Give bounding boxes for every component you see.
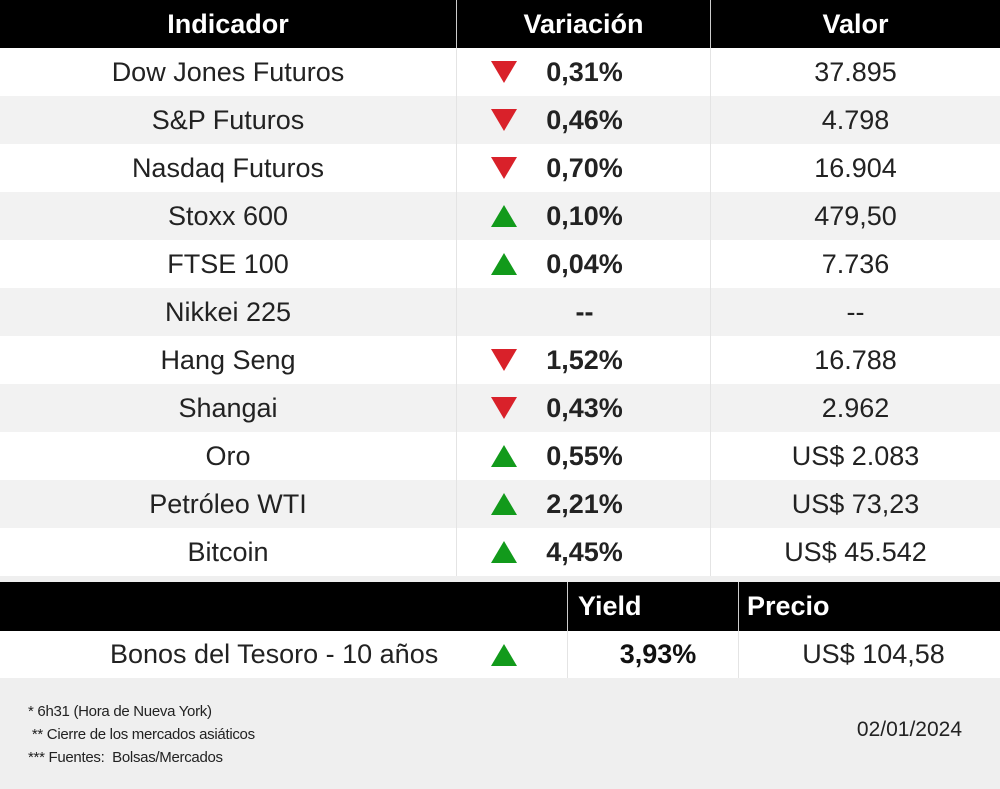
market-table-body: Dow Jones Futuros 0,31% 37.895 S&P Futuros 0…	[0, 48, 1000, 576]
variation-cell: 0,31%	[456, 48, 710, 96]
variation-cell: 0,70%	[456, 144, 710, 192]
value-cell: US$ 45.542	[710, 528, 1000, 576]
table-row: FTSE 100 0,04% 7.736	[0, 240, 1000, 288]
table-row: Stoxx 600 0,10% 479,50	[0, 192, 1000, 240]
variation-cell: 2,21%	[456, 480, 710, 528]
indicator-name: S&P Futuros	[151, 104, 305, 135]
table-row: Shangai 0,43% 2.962	[0, 384, 1000, 432]
value-cell: --	[710, 288, 1000, 336]
value-cell: US$ 73,23	[710, 480, 1000, 528]
variation-value: 0,70%	[546, 152, 623, 183]
table-row: Petróleo WTI 2,21% US$ 73,23	[0, 480, 1000, 528]
variation-value: 0,46%	[546, 104, 623, 135]
down-triangle-icon	[491, 397, 517, 419]
bond-header-yield: Yield	[567, 582, 738, 631]
header-indicador: Indicador	[167, 8, 289, 39]
down-triangle-icon	[491, 349, 517, 371]
variation-value: 4,45%	[546, 536, 623, 567]
variation-cell: 0,43%	[456, 384, 710, 432]
footnote: ** Cierre de los mercados asiáticos	[28, 726, 255, 743]
table-row: Nasdaq Futuros 0,70% 16.904	[0, 144, 1000, 192]
value-cell: 479,50	[710, 192, 1000, 240]
variation-cell: 4,45%	[456, 528, 710, 576]
bond-price: US$ 104,58	[738, 631, 1000, 678]
bond-row: Bonos del Tesoro - 10 años 3,93% US$ 104…	[0, 631, 1000, 678]
table-row: S&P Futuros 0,46% 4.798	[0, 96, 1000, 144]
footnote: *** Fuentes: Bolsas/Mercados	[28, 749, 223, 766]
value-cell: 16.788	[710, 336, 1000, 384]
variation-value: 0,10%	[546, 200, 623, 231]
variation-value: 0,43%	[546, 392, 623, 423]
indicator-name: Nasdaq Futuros	[131, 152, 325, 183]
indicator-name: FTSE 100	[167, 248, 289, 279]
value-cell: US$ 2.083	[710, 432, 1000, 480]
value-cell: 2.962	[710, 384, 1000, 432]
footer: * 6h31 (Hora de Nueva York) ** Cierre de…	[0, 678, 1000, 789]
up-triangle-icon	[491, 253, 517, 275]
indicator-name: Dow Jones Futuros	[111, 56, 345, 87]
up-triangle-icon	[491, 541, 517, 563]
variation-value: 0,55%	[546, 440, 623, 471]
indicator-name: Nikkei 225	[164, 296, 292, 327]
variation-value: 0,31%	[546, 56, 623, 87]
variation-cell: 0,10%	[456, 192, 710, 240]
bond-yield: 3,93%	[567, 631, 738, 678]
variation-cell: 0,04%	[456, 240, 710, 288]
value-cell: 4.798	[710, 96, 1000, 144]
variation-cell: 1,52%	[456, 336, 710, 384]
table-row: Dow Jones Futuros 0,31% 37.895	[0, 48, 1000, 96]
bond-header-price: Precio	[738, 582, 1000, 631]
up-triangle-icon	[491, 644, 517, 666]
date-label: 02/01/2024	[856, 718, 962, 741]
variation-cell: 0,55%	[456, 432, 710, 480]
down-triangle-icon	[491, 109, 517, 131]
variation-cell: --	[456, 288, 710, 336]
variation-value: --	[575, 296, 594, 327]
up-triangle-icon	[491, 445, 517, 467]
up-triangle-icon	[491, 205, 517, 227]
table-header: Indicador Variación Valor	[0, 0, 1000, 48]
indicator-name: Bitcoin	[187, 536, 269, 567]
table-row: Nikkei 225 -- --	[0, 288, 1000, 336]
table-row: Bitcoin 4,45% US$ 45.542	[0, 528, 1000, 576]
variation-value: 0,04%	[546, 248, 623, 279]
down-triangle-icon	[491, 157, 517, 179]
bond-table-header: Yield Precio	[0, 582, 1000, 631]
value-cell: 7.736	[710, 240, 1000, 288]
footnote: * 6h31 (Hora de Nueva York)	[28, 703, 212, 720]
indicator-name: Stoxx 600	[167, 200, 289, 231]
variation-cell: 0,46%	[456, 96, 710, 144]
indicator-name: Petróleo WTI	[149, 488, 307, 519]
bond-name: Bonos del Tesoro - 10 años	[110, 639, 439, 669]
down-triangle-icon	[491, 61, 517, 83]
value-cell: 16.904	[710, 144, 1000, 192]
indicator-name: Oro	[205, 440, 251, 471]
table-row: Hang Seng 1,52% 16.788	[0, 336, 1000, 384]
variation-value: 2,21%	[546, 488, 623, 519]
header-variacion: Variación	[456, 0, 710, 48]
value-cell: 37.895	[710, 48, 1000, 96]
variation-value: 1,52%	[546, 344, 623, 375]
bond-header-blank	[0, 582, 567, 631]
indicator-name: Hang Seng	[160, 344, 296, 375]
indicator-name: Shangai	[178, 392, 278, 423]
footnotes: * 6h31 (Hora de Nueva York) ** Cierre de…	[28, 700, 255, 769]
up-triangle-icon	[491, 493, 517, 515]
table-row: Oro 0,55% US$ 2.083	[0, 432, 1000, 480]
header-valor: Valor	[710, 0, 1000, 48]
